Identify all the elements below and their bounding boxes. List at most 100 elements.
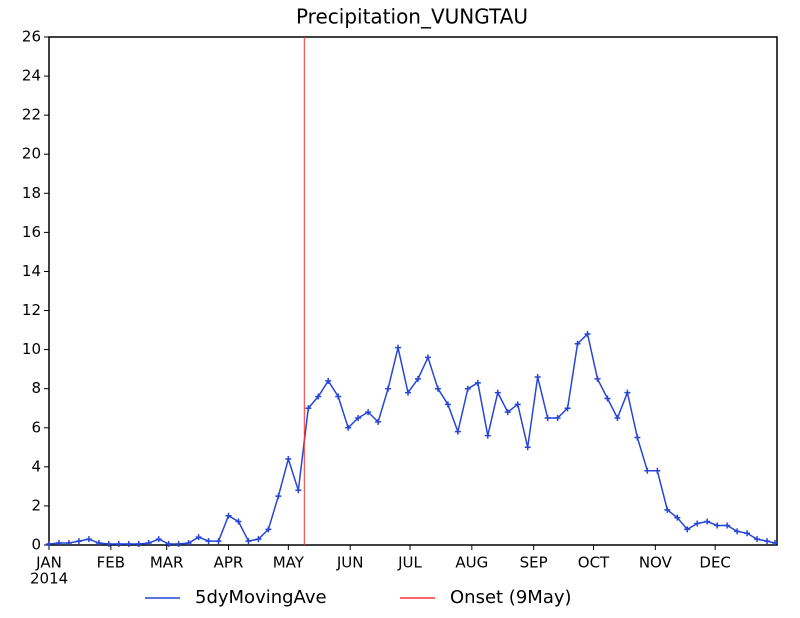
- data-marker: [245, 538, 252, 545]
- data-marker: [255, 536, 262, 543]
- data-marker: [395, 344, 402, 351]
- data-marker: [105, 541, 112, 548]
- data-marker: [604, 395, 611, 402]
- x-tick-label: DEC: [699, 554, 731, 572]
- data-marker: [524, 444, 531, 451]
- data-marker: [165, 541, 172, 548]
- x-tick-label: MAR: [150, 554, 184, 572]
- x-tick-label: SEP: [520, 554, 548, 572]
- x-tick-label: JAN: [35, 554, 62, 572]
- data-marker: [175, 541, 182, 548]
- y-tick-label: 6: [31, 418, 41, 436]
- data-marker: [694, 520, 701, 527]
- x-tick-label: JUL: [397, 554, 422, 572]
- data-marker: [335, 393, 342, 400]
- data-marker: [634, 434, 641, 441]
- data-marker: [295, 487, 302, 494]
- data-marker: [225, 512, 232, 519]
- y-tick-label: 18: [22, 184, 41, 202]
- y-tick-label: 4: [31, 457, 41, 475]
- y-tick-label: 22: [22, 106, 41, 124]
- y-tick-label: 20: [22, 145, 41, 163]
- data-marker: [684, 526, 691, 533]
- data-marker: [584, 330, 591, 337]
- data-marker: [664, 506, 671, 513]
- data-marker: [594, 375, 601, 382]
- data-marker: [355, 415, 362, 421]
- data-marker: [414, 375, 421, 382]
- data-marker: [95, 540, 102, 547]
- data-marker: [235, 518, 242, 525]
- data-marker: [704, 518, 711, 525]
- x-tick-label: FEB: [97, 554, 125, 572]
- chart-title: Precipitation_VUNGTAU: [296, 5, 528, 29]
- y-tick-label: 2: [31, 496, 41, 514]
- data-marker: [484, 432, 491, 439]
- data-marker: [46, 541, 52, 548]
- data-marker: [215, 538, 222, 545]
- data-marker: [405, 389, 412, 396]
- data-marker: [494, 389, 501, 396]
- data-marker: [275, 493, 282, 500]
- y-tick-label: 10: [22, 340, 41, 358]
- data-marker: [674, 514, 681, 521]
- data-marker: [315, 393, 322, 400]
- data-marker: [135, 541, 142, 548]
- data-marker: [65, 540, 72, 547]
- data-marker: [654, 467, 661, 474]
- y-tick-label: 8: [31, 379, 41, 397]
- data-marker: [385, 385, 392, 392]
- data-marker: [345, 424, 352, 431]
- data-marker: [155, 536, 162, 543]
- data-marker: [365, 409, 372, 416]
- data-marker: [504, 409, 511, 416]
- data-marker: [744, 530, 751, 537]
- data-marker: [75, 538, 82, 545]
- data-marker: [145, 540, 152, 547]
- data-marker: [85, 536, 92, 543]
- data-marker: [444, 401, 451, 408]
- x-tick-label: AUG: [455, 554, 488, 572]
- data-marker: [305, 405, 312, 412]
- data-marker: [624, 389, 631, 396]
- data-marker: [464, 385, 471, 392]
- data-marker: [772, 540, 779, 547]
- data-marker: [185, 540, 192, 547]
- plot-frame: [48, 36, 778, 546]
- data-marker: [614, 415, 621, 421]
- data-marker: [195, 534, 202, 541]
- data-marker: [55, 540, 62, 547]
- data-marker: [325, 377, 332, 384]
- data-marker: [714, 522, 721, 529]
- legend-label: 5dyMovingAve: [195, 587, 327, 608]
- y-tick-label: 0: [31, 536, 41, 554]
- data-marker: [514, 401, 521, 408]
- x-tick-label: APR: [214, 554, 244, 572]
- data-marker: [544, 415, 551, 421]
- y-tick-label: 24: [22, 67, 41, 85]
- data-marker: [454, 428, 461, 435]
- data-line: [48, 332, 776, 545]
- data-marker: [764, 538, 771, 545]
- data-marker: [734, 528, 741, 535]
- y-tick-label: 26: [22, 28, 41, 46]
- data-marker: [285, 456, 292, 463]
- y-tick-label: 12: [22, 301, 41, 319]
- data-marker: [115, 541, 122, 548]
- data-marker: [534, 373, 541, 380]
- x-tick-label: NOV: [639, 554, 673, 572]
- x-tick-label: MAY: [273, 554, 305, 572]
- x-tick-label: JUN: [336, 554, 364, 572]
- x-tick-label: OCT: [578, 554, 610, 572]
- data-marker: [125, 541, 132, 548]
- data-marker: [205, 538, 212, 545]
- y-tick-label: 14: [22, 262, 41, 280]
- data-marker: [265, 526, 272, 533]
- year-label: 2014: [30, 570, 68, 588]
- data-marker: [644, 467, 651, 474]
- data-marker: [554, 415, 561, 421]
- data-marker: [474, 379, 481, 386]
- data-marker: [724, 522, 731, 529]
- data-marker: [434, 385, 441, 392]
